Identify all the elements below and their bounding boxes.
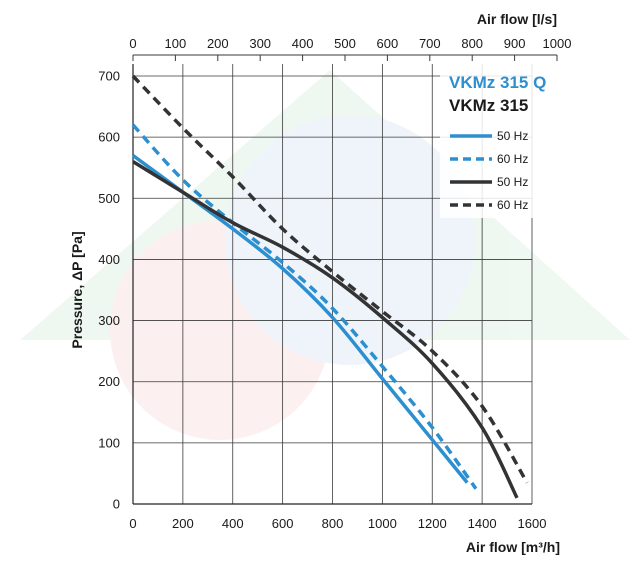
legend-label: 60 Hz bbox=[497, 198, 528, 212]
x2-axis-title: Air flow [l/s] bbox=[477, 11, 557, 27]
x2-tick-label: 600 bbox=[377, 36, 399, 51]
x2-tick-label: 200 bbox=[207, 36, 229, 51]
y-tick-label: 0 bbox=[113, 497, 120, 512]
y-tick-label: 400 bbox=[98, 252, 120, 267]
legend-label: 50 Hz bbox=[497, 129, 528, 143]
x2-tick-label: 800 bbox=[461, 36, 483, 51]
legend-entries: 50 Hz 60 Hz 50 Hz 60 Hz bbox=[450, 129, 528, 212]
x2-tick-label: 900 bbox=[504, 36, 526, 51]
series-line-2 bbox=[131, 123, 478, 490]
legend-box bbox=[440, 62, 556, 218]
y-tick-label: 600 bbox=[98, 130, 120, 145]
x-tick-label: 1600 bbox=[518, 516, 547, 531]
x-tick-label: 0 bbox=[129, 516, 136, 531]
series-line-4 bbox=[131, 74, 529, 484]
x-tick-label: 1000 bbox=[368, 516, 397, 531]
y-axis-title: Pressure, ΔP [Pa] bbox=[69, 231, 85, 348]
legend: VKMz 315 Q VKMz 315 50 Hz 60 Hz 50 Hz 60 Hz bbox=[440, 62, 556, 218]
legend-model-base: VKMz 315 bbox=[449, 96, 528, 115]
series-line-3 bbox=[132, 160, 519, 499]
x-tick-label: 800 bbox=[322, 516, 344, 531]
x-tick-label: 1400 bbox=[468, 516, 497, 531]
y-tick-label: 100 bbox=[98, 435, 120, 450]
legend-label: 50 Hz bbox=[497, 175, 528, 189]
x2-tick-label: 700 bbox=[419, 36, 441, 51]
x2-tick-label: 0 bbox=[129, 36, 136, 51]
legend-label: 60 Hz bbox=[497, 152, 528, 166]
x-tick-label: 600 bbox=[272, 516, 294, 531]
x2-tick-label: 1000 bbox=[543, 36, 572, 51]
x2-tick-label: 400 bbox=[292, 36, 314, 51]
x-tick-label: 400 bbox=[222, 516, 244, 531]
x2-tick-label: 500 bbox=[334, 36, 356, 51]
series-layer bbox=[131, 74, 529, 499]
x2-tick-label: 300 bbox=[249, 36, 271, 51]
legend-model-q: VKMz 315 Q bbox=[449, 73, 546, 92]
y-tick-label: 700 bbox=[98, 69, 120, 84]
y-tick-label: 300 bbox=[98, 313, 120, 328]
x-axis-title: Air flow [m³/h] bbox=[466, 539, 560, 555]
x2-tick-label: 100 bbox=[165, 36, 187, 51]
watermark bbox=[20, 70, 630, 440]
x-tick-label: 1200 bbox=[418, 516, 447, 531]
y-tick-label: 200 bbox=[98, 374, 120, 389]
x-tick-label: 200 bbox=[172, 516, 194, 531]
y-tick-label: 500 bbox=[98, 191, 120, 206]
tick-labels: 0 200 400 600 800 1000 1200 1400 160001002003004… bbox=[98, 36, 571, 531]
